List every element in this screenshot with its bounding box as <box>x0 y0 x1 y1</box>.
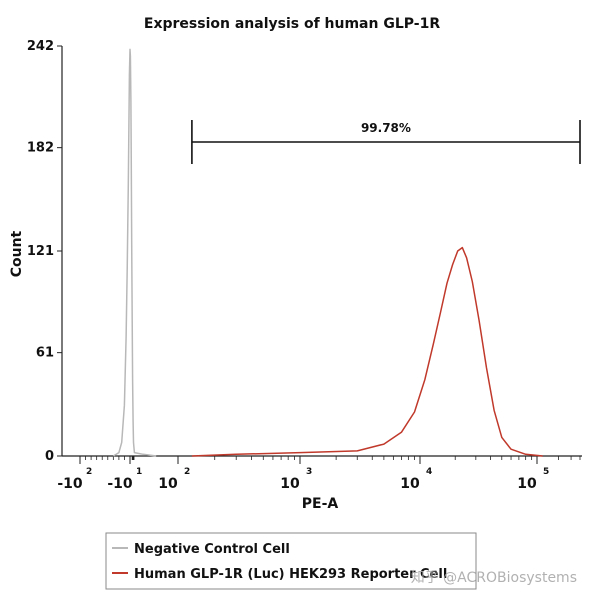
y-tick-label: 121 <box>27 244 54 259</box>
x-tick-exponent: 2 <box>86 467 92 477</box>
x-tick-label: -10 <box>57 476 83 492</box>
y-tick-label: 0 <box>45 449 54 464</box>
legend-label-negative-control: Negative Control Cell <box>134 542 290 557</box>
series-line-0 <box>112 48 157 457</box>
plot-frame <box>61 46 582 457</box>
x-tick-label: -10 <box>107 476 133 492</box>
x-tick-exponent: 2 <box>184 467 190 477</box>
y-tick-label: 242 <box>27 39 54 54</box>
legend-label-reporter-cell: Human GLP-1R (Luc) HEK293 Reporter Cell <box>134 567 447 582</box>
gate-label: 99.78% <box>361 121 411 135</box>
x-tick-exponent: 4 <box>426 467 432 477</box>
x-tick-exponent: 5 <box>543 467 549 477</box>
gate: 99.78% <box>191 120 581 164</box>
watermark: 知乎 @ACROBiosystems <box>411 569 577 586</box>
x-tick-label: 10 <box>400 476 420 492</box>
y-tick-label: 61 <box>36 346 54 361</box>
y-axis: 0 61 121 182 242 <box>27 39 62 464</box>
x-tick-exponent: 1 <box>136 467 142 477</box>
legend-box <box>105 532 477 590</box>
chart-title: Expression analysis of human GLP-1R <box>144 16 440 32</box>
x-tick-label: 10 <box>280 476 300 492</box>
x-tick-exponent: 3 <box>306 467 312 477</box>
series-line-1 <box>191 246 543 457</box>
x-axis-label: PE-A <box>302 496 339 512</box>
y-axis-label: Count <box>9 230 25 277</box>
series-group <box>112 48 543 457</box>
x-tick-label: 10 <box>158 476 178 492</box>
y-tick-label: 182 <box>27 141 54 156</box>
legend: Negative Control Cell Human GLP-1R (Luc)… <box>105 532 477 590</box>
x-tick-label: 10 <box>517 476 537 492</box>
